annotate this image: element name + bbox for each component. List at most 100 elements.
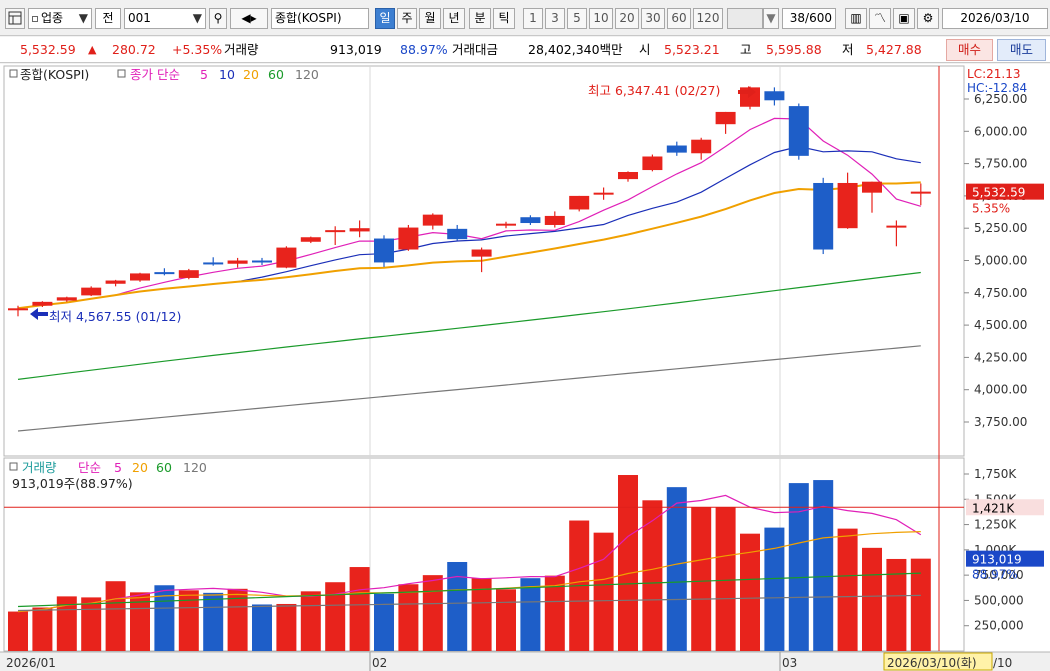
candle-body — [569, 195, 590, 210]
tab-week[interactable]: 주 — [397, 8, 417, 29]
price-axis-label: 5,750.00 — [974, 157, 1027, 171]
ma-5-line — [17, 117, 921, 309]
line-draw-button[interactable]: 〽 — [869, 8, 891, 29]
interval-label: 60 — [671, 11, 687, 25]
volume-bar — [349, 567, 370, 651]
candle-body — [325, 230, 346, 233]
volume-bar — [666, 487, 687, 651]
volume-axis-label: 500,000 — [974, 593, 1024, 607]
volume-moving-averages — [17, 494, 922, 613]
volume-axis-label: 1,750K — [974, 467, 1017, 481]
tab-tick-label: 틱 — [498, 11, 510, 25]
chart-svg[interactable]: 3,750.00 4,000.00 4,250.00 4,500.00 4,750.00… — [0, 64, 1050, 671]
volume-current-pct: 88.97% — [972, 568, 1018, 582]
count-value: 38 — [789, 11, 806, 25]
current-pct-tag: 5.35% — [972, 202, 1010, 216]
speaker-icon: ◀▸ — [241, 11, 257, 25]
x-label-jan: 2026/01 — [6, 656, 56, 670]
index-name-field[interactable]: 종합(KOSPI) — [271, 8, 369, 29]
ma-60-line — [17, 271, 921, 380]
candle-type-button[interactable]: ▥ — [845, 8, 867, 29]
price-axis-label: 4,750.00 — [974, 286, 1027, 300]
settings-button[interactable]: ⚙ — [917, 8, 939, 29]
cursor-date-text: 2026/03/10(화) — [887, 656, 977, 670]
market-select[interactable]: 업종 ▼ — [28, 8, 92, 29]
chart-area[interactable]: 3,750.00 4,000.00 4,250.00 4,500.00 4,750.00… — [0, 64, 1050, 671]
interval-120[interactable]: 120 — [693, 8, 723, 29]
legend-toggle-icon[interactable] — [117, 69, 126, 78]
interval-3[interactable]: 3 — [545, 8, 565, 29]
volume-bar — [422, 575, 443, 651]
checkbox-icon — [32, 16, 38, 22]
sell-button[interactable]: 매도 — [997, 39, 1046, 61]
tab-day[interactable]: 일 — [375, 8, 395, 29]
volume-bar — [642, 500, 663, 651]
interval-10[interactable]: 10 — [589, 8, 613, 29]
candle-body — [764, 91, 785, 101]
ma-120-line — [17, 345, 921, 432]
volume-bar — [81, 597, 102, 651]
search-icon: ⚲ — [213, 11, 223, 25]
volume-bar — [447, 561, 468, 651]
tab-month[interactable]: 월 — [419, 8, 441, 29]
candle-body — [788, 106, 809, 156]
volume-bar — [276, 603, 297, 651]
volume-text: 913,019주(88.97%) — [12, 476, 133, 491]
volume-bar — [544, 575, 565, 651]
interval-label: 1 — [529, 11, 537, 25]
legend-index-name: 종합(KOSPI) — [20, 67, 89, 82]
period-button[interactable]: 전 — [95, 8, 121, 29]
x-label-feb: 02 — [372, 656, 387, 670]
grid-icon[interactable] — [5, 8, 25, 29]
interval-5[interactable]: 5 — [567, 8, 587, 29]
interval-20[interactable]: 20 — [615, 8, 639, 29]
x-axis-bar — [0, 652, 1050, 671]
volume-bar — [227, 588, 248, 651]
volume-axis-label: 1,250K — [974, 518, 1017, 532]
interval-60[interactable]: 60 — [667, 8, 691, 29]
volume-bar — [105, 581, 126, 651]
chevron-down-icon: ▼ — [78, 11, 88, 25]
volume-bar — [496, 589, 516, 651]
speaker-button[interactable]: ◀▸ — [230, 8, 268, 29]
count-field[interactable]: 38/600 — [782, 8, 836, 29]
interval-label: 3 — [551, 11, 559, 25]
volume-bar — [520, 578, 541, 651]
volume-legend-ma-5: 5 — [114, 460, 122, 475]
code-input[interactable]: 001 ▼ — [124, 8, 206, 29]
interval-dropdown[interactable]: ▼ — [763, 8, 779, 29]
period-label: 전 — [102, 11, 114, 25]
volume-bars — [8, 475, 931, 651]
candle-body — [910, 191, 931, 194]
candle-body — [422, 214, 443, 226]
tab-tick[interactable]: 틱 — [493, 8, 515, 29]
up-arrow-icon: ▲ — [88, 43, 97, 56]
date-field[interactable]: 2026/03/10 — [942, 8, 1048, 29]
candle-body — [81, 287, 102, 296]
save-icon: ▣ — [898, 11, 910, 25]
tab-minute[interactable]: 분 — [469, 8, 491, 29]
moving-averages — [17, 117, 921, 432]
volume-bar — [300, 591, 321, 651]
buy-button[interactable]: 매수 — [946, 39, 993, 61]
volume-hline-tag-text: 1,421K — [972, 501, 1015, 515]
candle-body — [544, 215, 565, 225]
legend-toggle-icon[interactable] — [9, 69, 18, 78]
low-arrow-icon — [30, 308, 48, 320]
price-axis-label: 4,000.00 — [974, 383, 1027, 397]
tab-year[interactable]: 년 — [443, 8, 465, 29]
interval-1[interactable]: 1 — [523, 8, 543, 29]
legend-ma-10: 10 — [219, 67, 235, 82]
high-value: 5,595.88 — [766, 42, 822, 57]
interval-input[interactable] — [727, 8, 763, 29]
cursor-date-tail: /10 — [993, 656, 1012, 670]
volume-bar — [374, 593, 394, 651]
search-button[interactable]: ⚲ — [209, 8, 227, 29]
volume-axis-label: 750,000 — [974, 568, 1024, 582]
interval-30[interactable]: 30 — [641, 8, 665, 29]
price-axis-label: 6,000.00 — [974, 124, 1027, 138]
volume-bar — [471, 578, 492, 651]
save-button[interactable]: ▣ — [893, 8, 915, 29]
legend-toggle-icon[interactable] — [9, 462, 18, 471]
